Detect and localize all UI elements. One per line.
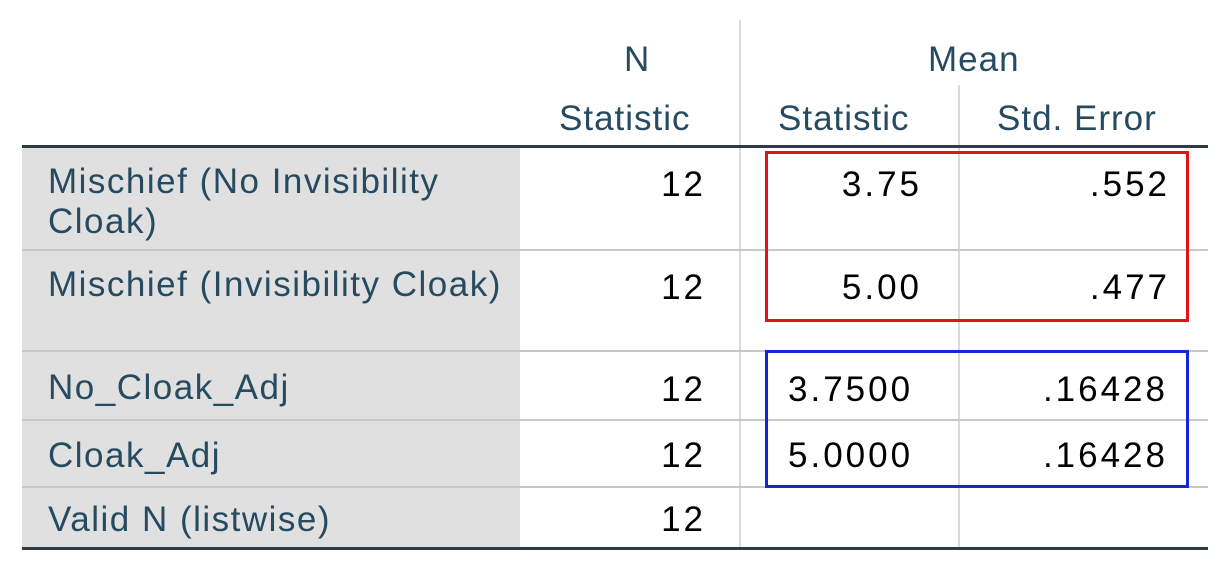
red-highlight-box [765,151,1189,322]
header-mean-std-error: Std. Error [997,99,1157,138]
header-n: N [624,40,651,79]
row-header-background [22,148,520,548]
header-bottom-rule [22,145,1208,148]
row-n-value: 12 [661,370,706,409]
column-divider-n-mean [739,20,741,548]
column-divider-statistic-stderr [958,85,960,548]
row-n-value: 12 [661,268,706,307]
row-mean-value: 5.00 [841,268,922,307]
row-std-error-value: .477 [1089,268,1170,307]
row-divider-2 [22,350,1208,352]
row-std-error-value: .16428 [1042,436,1168,475]
row-label-mischief-cloak: Mischief (Invisibility Cloak) [48,265,502,304]
row-std-error-value: .552 [1089,165,1170,204]
row-label-valid-n: Valid N (listwise) [48,500,332,539]
header-n-statistic: Statistic [559,99,691,138]
row-label-cloak-adj: Cloak_Adj [48,436,222,475]
row-divider-3 [22,419,1208,421]
row-label-no-cloak-adj: No_Cloak_Adj [48,368,290,407]
row-mean-value: 3.75 [841,165,922,204]
row-label-mischief-no-cloak: Mischief (No Invisibility Cloak) [48,162,440,241]
row-mean-value: 3.7500 [788,370,914,409]
row-n-value: 12 [661,436,706,475]
row-n-value: 12 [661,500,706,539]
row-divider-1 [22,249,1208,251]
row-n-value: 12 [661,165,706,204]
table-bottom-rule [22,547,1208,550]
header-mean-statistic: Statistic [778,99,910,138]
row-divider-4 [22,486,1208,488]
row-mean-value: 5.0000 [788,436,914,475]
blue-highlight-box [765,350,1189,488]
header-mean: Mean [928,40,1020,79]
row-std-error-value: .16428 [1042,370,1168,409]
